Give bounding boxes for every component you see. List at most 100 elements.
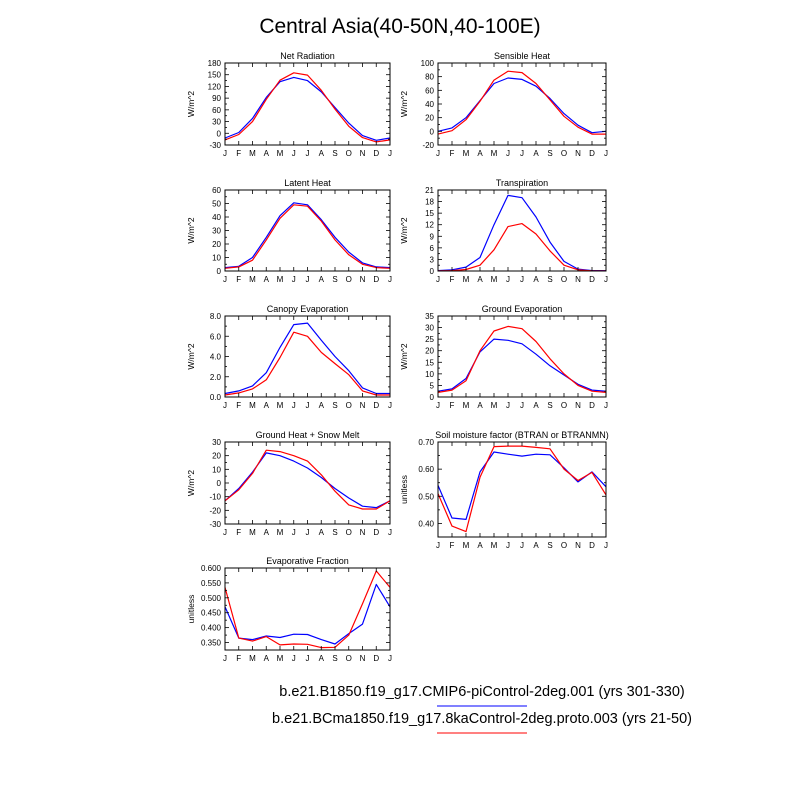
- x-tick-label: S: [332, 654, 337, 663]
- x-tick-label: M: [491, 149, 498, 158]
- x-tick-label: J: [223, 654, 227, 663]
- panel-title: Evaporative Fraction: [266, 556, 349, 566]
- y-tick-label: 30: [212, 438, 221, 447]
- y-tick-label: 20: [425, 347, 434, 356]
- x-tick-label: A: [264, 149, 270, 158]
- x-tick-label: J: [292, 528, 296, 537]
- y-tick-label: 20: [425, 114, 434, 123]
- x-tick-label: S: [547, 401, 552, 410]
- x-tick-label: S: [332, 528, 337, 537]
- y-tick-label: 10: [212, 465, 221, 474]
- x-tick-label: A: [319, 654, 325, 663]
- x-tick-label: A: [264, 654, 270, 663]
- y-axis-label: W/m^2: [186, 343, 196, 369]
- y-axis-label: W/m^2: [399, 343, 409, 369]
- y-tick-label: 0.350: [201, 639, 222, 648]
- x-tick-label: D: [589, 149, 595, 158]
- x-tick-label: O: [346, 401, 352, 410]
- y-tick-label: 35: [425, 312, 434, 321]
- series-line-red: [224, 331, 390, 396]
- series-line-red: [224, 570, 391, 649]
- x-tick-label: J: [604, 149, 608, 158]
- series-line-blue: [224, 322, 390, 395]
- x-tick-label: J: [292, 275, 296, 284]
- x-tick-label: N: [360, 654, 366, 663]
- y-tick-label: 60: [212, 186, 221, 195]
- x-tick-label: J: [388, 149, 392, 158]
- y-tick-label: 40: [425, 100, 434, 109]
- y-tick-label: 60: [425, 86, 434, 95]
- x-tick-label: J: [223, 149, 227, 158]
- x-tick-label: O: [561, 401, 567, 410]
- y-tick-label: 0: [430, 393, 435, 402]
- x-tick-label: J: [520, 149, 524, 158]
- x-tick-label: M: [249, 149, 256, 158]
- y-tick-label: 21: [425, 186, 434, 195]
- panel-title: Ground Heat + Snow Melt: [256, 430, 360, 440]
- x-tick-label: F: [450, 401, 455, 410]
- series-line-red: [437, 70, 606, 135]
- x-tick-label: F: [236, 275, 241, 284]
- y-tick-label: 150: [208, 71, 222, 80]
- legend-entry-label: b.e21.B1850.f19_g17.CMIP6-piControl-2deg…: [279, 684, 684, 700]
- x-tick-label: F: [236, 401, 241, 410]
- x-tick-label: D: [589, 541, 595, 550]
- y-tick-label: 18: [425, 198, 434, 207]
- x-tick-label: J: [223, 401, 227, 410]
- x-tick-label: O: [561, 149, 567, 158]
- x-tick-label: J: [506, 275, 510, 284]
- y-axis-label: W/m^2: [186, 217, 196, 243]
- x-tick-label: S: [332, 149, 337, 158]
- y-tick-label: 6.0: [210, 332, 222, 341]
- y-tick-label: 0: [217, 479, 222, 488]
- x-tick-label: O: [561, 541, 567, 550]
- x-tick-label: J: [436, 149, 440, 158]
- legend-entry-label: b.e21.BCma1850.f19_g17.8kaControl-2deg.p…: [272, 711, 692, 727]
- x-tick-label: M: [277, 401, 284, 410]
- x-tick-label: N: [360, 149, 366, 158]
- panel-title: Net Radiation: [280, 51, 335, 61]
- y-tick-label: -10: [209, 493, 221, 502]
- x-tick-label: M: [491, 401, 498, 410]
- series-line-blue: [224, 76, 391, 141]
- series-line-red: [437, 445, 607, 533]
- x-tick-label: J: [604, 275, 608, 284]
- x-tick-label: M: [277, 654, 284, 663]
- y-tick-label: 4.0: [210, 353, 222, 362]
- panel-title: Latent Heat: [284, 178, 331, 188]
- y-tick-label: 0.0: [210, 393, 222, 402]
- y-tick-label: 90: [212, 94, 221, 103]
- plot-frame: [224, 441, 391, 525]
- x-tick-label: A: [477, 275, 483, 284]
- y-tick-label: 100: [421, 59, 435, 68]
- x-tick-label: M: [249, 275, 256, 284]
- x-tick-label: M: [463, 275, 470, 284]
- figure-title: Central Asia(40-50N,40-100E): [259, 15, 540, 38]
- x-tick-label: J: [520, 401, 524, 410]
- plot-frame: [437, 62, 607, 146]
- x-tick-label: S: [547, 275, 552, 284]
- series-line-red: [224, 204, 391, 269]
- panel-title: Sensible Heat: [494, 51, 551, 61]
- y-axis-label: W/m^2: [186, 91, 196, 117]
- y-tick-label: 9: [430, 232, 435, 241]
- legend: b.e21.B1850.f19_g17.CMIP6-piControl-2deg…: [272, 684, 692, 734]
- y-tick-label: 80: [425, 73, 434, 82]
- x-tick-label: A: [264, 275, 270, 284]
- x-tick-label: J: [388, 528, 392, 537]
- y-tick-label: 0.40: [418, 519, 434, 528]
- x-tick-label: J: [223, 528, 227, 537]
- y-tick-label: 10: [425, 370, 434, 379]
- series-line-blue: [224, 583, 391, 645]
- x-tick-label: J: [306, 149, 310, 158]
- x-tick-label: M: [463, 149, 470, 158]
- x-tick-label: O: [346, 275, 352, 284]
- y-tick-label: 15: [425, 209, 434, 218]
- x-tick-label: J: [520, 275, 524, 284]
- y-tick-label: 60: [212, 106, 221, 115]
- x-tick-label: N: [575, 401, 581, 410]
